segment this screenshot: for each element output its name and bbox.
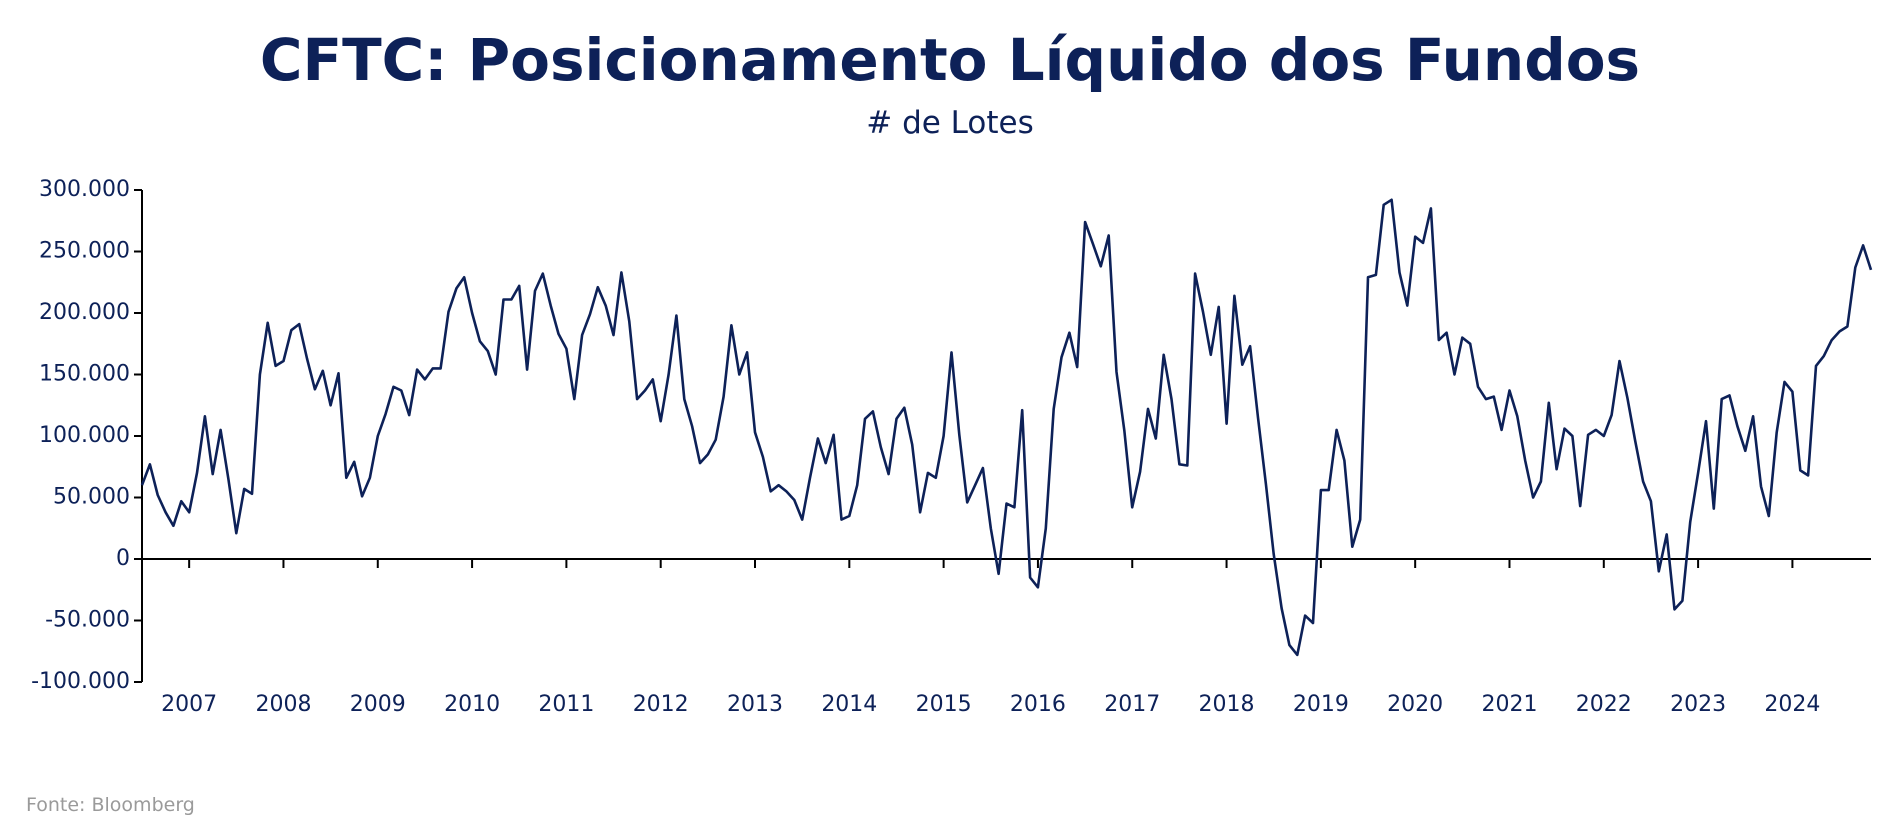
y-tick-label: 200.000 [39,300,130,325]
x-tick-label: 2013 [727,692,783,717]
x-tick-label: 2018 [1199,692,1255,717]
source-note: Fonte: Bloomberg [26,794,195,816]
x-tick-label: 2023 [1670,692,1726,717]
chart-title: CFTC: Posicionamento Líquido dos Fundos [260,26,1640,94]
x-tick-label: 2014 [821,692,877,717]
y-tick-label: -50.000 [45,608,130,633]
y-tick-label: 300.000 [39,177,130,202]
y-tick-label: 50.000 [53,485,130,510]
y-tick-label: 250.000 [39,239,130,264]
chart-subtitle: # de Lotes [866,105,1034,141]
x-tick-label: 2009 [350,692,406,717]
x-tick-label: 2024 [1764,692,1820,717]
y-tick-label: -100.000 [31,669,130,694]
x-tick-label: 2019 [1293,692,1349,717]
x-tick-label: 2016 [1010,692,1066,717]
x-tick-label: 2015 [916,692,972,717]
x-tick-label: 2012 [633,692,689,717]
x-tick-label: 2021 [1481,692,1537,717]
x-tick-label: 2010 [444,692,500,717]
y-tick-label: 100.000 [39,423,130,448]
y-tick-label: 0 [116,546,130,571]
x-tick-label: 2011 [538,692,594,717]
data-line [140,198,1873,657]
x-tick-label: 2007 [161,692,217,717]
x-tick-label: 2022 [1576,692,1632,717]
x-tick-label: 2017 [1104,692,1160,717]
x-tick-label: 2020 [1387,692,1443,717]
x-tick-label: 2008 [255,692,311,717]
y-tick-label: 150.000 [39,362,130,387]
